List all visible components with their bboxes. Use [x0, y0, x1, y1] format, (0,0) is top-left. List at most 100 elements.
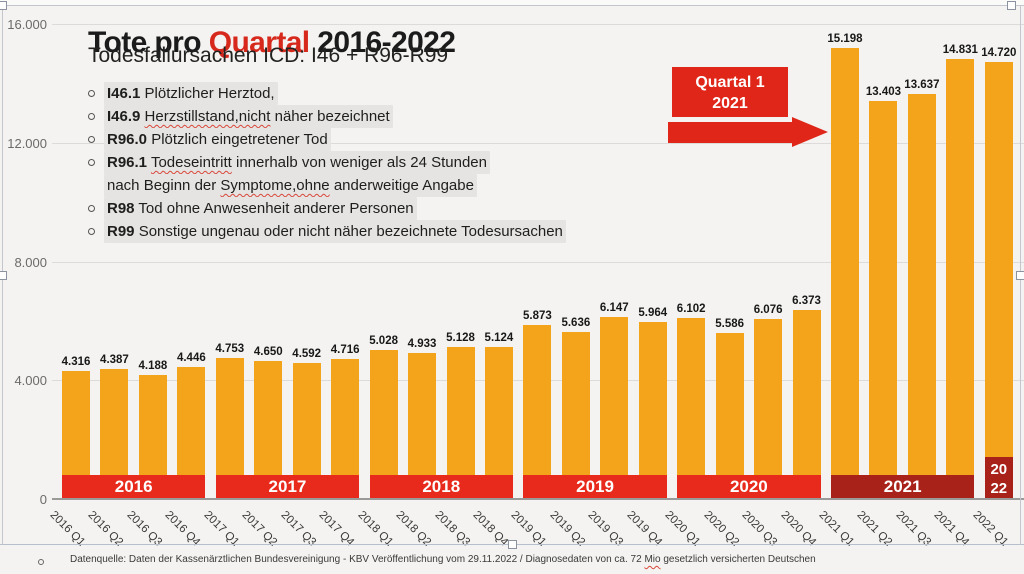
list-item-text: I46.1 Plötzlicher Herztod,	[104, 82, 278, 105]
list-item: R99 Sonstige ungenau oder nicht näher be…	[88, 220, 566, 243]
bar-2018-q1	[369, 349, 398, 499]
x-tick-label: 2019 Q3	[585, 509, 626, 549]
text-segment: R96.1	[107, 154, 148, 171]
x-tick-label: 2019 Q4	[624, 509, 664, 549]
x-tick-label: 2017 Q2	[239, 509, 280, 549]
chart-image[interactable]: 0 4.000 8.000 12.000 16.000 Tote pro Quartal…	[0, 5, 1024, 549]
list-item-text: R99 Sonstige ungenau oder nicht näher be…	[104, 220, 566, 243]
bar-value-label: 4.592	[292, 347, 322, 360]
circle-bullet-icon	[88, 228, 95, 235]
bar-value-label: 5.124	[484, 331, 514, 344]
bar-2018-q4	[484, 346, 513, 499]
bar-2020-q2	[715, 333, 744, 499]
bar-value-label: 15.198	[827, 32, 863, 45]
bar-2021-q3	[907, 94, 936, 499]
x-tick-label: 2022 Q1	[970, 509, 1010, 549]
text-segment: I46.9	[107, 108, 141, 125]
text-segment: Todeseintritt	[150, 154, 232, 171]
text-segment: R96.0	[107, 131, 148, 148]
bar-2020-q1	[677, 317, 706, 499]
gridline	[52, 261, 1024, 263]
list-item: nach Beginn der Symptome,ohne anderweiti…	[88, 174, 566, 197]
year-band-label: 2020	[729, 477, 768, 496]
icd-code-list: I46.1 Plötzlicher Herztod, I46.9 Herzstil…	[88, 82, 566, 243]
bar-2019-q3	[600, 316, 629, 499]
year-band-2020: 2020	[677, 475, 821, 499]
bar-2021-q2	[869, 101, 898, 499]
bar-value-label: 14.720	[981, 47, 1017, 59]
selection-handle-top-left[interactable]	[0, 1, 7, 10]
text-segment: R98	[107, 200, 135, 217]
title-part: Quartal	[208, 26, 310, 60]
year-band-label: 2016	[114, 477, 153, 496]
y-tick-label: 0	[39, 492, 47, 507]
bar-2021-q4	[946, 58, 975, 499]
y-tick-label: 8.000	[14, 254, 47, 270]
title-part: 2016-2022	[309, 26, 456, 60]
bar-value-label: 4.446	[176, 352, 206, 364]
text-segment: Datenquelle: Daten der Kassenärztlichen …	[70, 554, 645, 565]
text-segment: Herzstillstand,nicht	[144, 108, 271, 125]
x-tick-label: 2016 Q2	[85, 509, 126, 549]
source-note-text: Datenquelle: Daten der Kassenärztlichen …	[70, 554, 816, 565]
bar-value-label: 4.753	[215, 342, 245, 355]
text-segment: Sonstige ungenau oder nicht näher bezeic…	[134, 223, 563, 240]
list-item-text: R98 Tod ohne Anwesenheit anderer Persone…	[104, 197, 417, 220]
year-band-label: 2019	[576, 477, 614, 496]
bar-value-label: 6.147	[599, 301, 629, 314]
circle-bullet-icon	[88, 159, 95, 166]
x-tick-label: 2021 Q2	[854, 509, 895, 549]
year-band-label: 2021	[883, 477, 922, 496]
x-tick-label: 2018 Q1	[355, 509, 395, 549]
text-segment: innerhalb von weniger als 24 Stunden	[231, 154, 487, 171]
year-band-2021: 2021	[831, 475, 975, 499]
x-tick-label: 2020 Q4	[778, 509, 818, 549]
x-axis-baseline	[52, 498, 1024, 500]
bar-value-label: 4.716	[330, 343, 360, 356]
x-tick-label: 2017 Q4	[316, 509, 357, 549]
year-band-label: 2017	[268, 477, 307, 496]
x-tick-label: 2018 Q4	[470, 509, 511, 549]
y-tick-label: 16.000	[7, 17, 47, 32]
footer-bullet-icon	[38, 559, 44, 565]
x-tick-label: 2021 Q3	[893, 509, 934, 549]
list-item-text: I46.9 Herzstillstand,nicht näher bezeich…	[104, 105, 393, 128]
bar-value-label: 5.964	[638, 306, 668, 319]
bar-value-label: 13.403	[865, 86, 902, 99]
year-band-label: 22	[990, 480, 1008, 497]
bar-value-label: 6.102	[676, 302, 706, 315]
selection-handle-right-middle[interactable]	[1016, 271, 1024, 280]
x-tick-label: 2016 Q4	[162, 509, 203, 549]
page-top-edge	[0, 0, 1024, 5]
circle-bullet-icon	[88, 205, 95, 212]
bar-2020-q4	[792, 309, 821, 499]
text-segment: Plötzlich eingetretener Tod	[147, 131, 328, 148]
bar-value-label: 5.873	[523, 309, 552, 322]
bar-value-label: 13.637	[904, 79, 940, 92]
bar-2018-q2	[408, 352, 437, 499]
source-note: Datenquelle: Daten der Kassenärztlichen …	[0, 552, 1024, 574]
selection-handle-bottom-middle[interactable]	[508, 540, 517, 549]
selection-handle-top-right[interactable]	[1007, 1, 1016, 10]
arrow-right-icon	[668, 122, 792, 143]
list-item: R98 Tod ohne Anwesenheit anderer Persone…	[88, 197, 566, 220]
bar-value-label: 5.028	[369, 334, 398, 347]
y-tick-label: 12.000	[7, 135, 47, 151]
arrow-right-tip-icon	[792, 117, 828, 147]
bar-value-label: 6.076	[753, 303, 783, 316]
bar-value-label: 4.316	[61, 355, 91, 368]
bar-value-label: 14.831	[942, 43, 978, 56]
bar-value-label: 4.188	[138, 359, 168, 372]
text-segment: Tod ohne Anwesenheit anderer Personen	[134, 200, 414, 217]
bar-2018-q3	[446, 346, 475, 499]
list-item-text: R96.1 Todeseintritt innerhalb von wenige…	[104, 151, 490, 174]
chart-title: Tote pro Quartal 2016-2022	[88, 25, 456, 61]
list-item-text: nach Beginn der Symptome,ohne anderweiti…	[104, 174, 477, 197]
bar-value-label: 4.933	[407, 337, 437, 350]
selection-handle-left-middle[interactable]	[0, 271, 7, 280]
bar-2020-q3	[754, 318, 783, 499]
bar-2021-q1	[831, 47, 859, 499]
bar-2019-q4	[638, 321, 667, 499]
text-segment: Plötzlicher Herztod,	[140, 85, 275, 102]
